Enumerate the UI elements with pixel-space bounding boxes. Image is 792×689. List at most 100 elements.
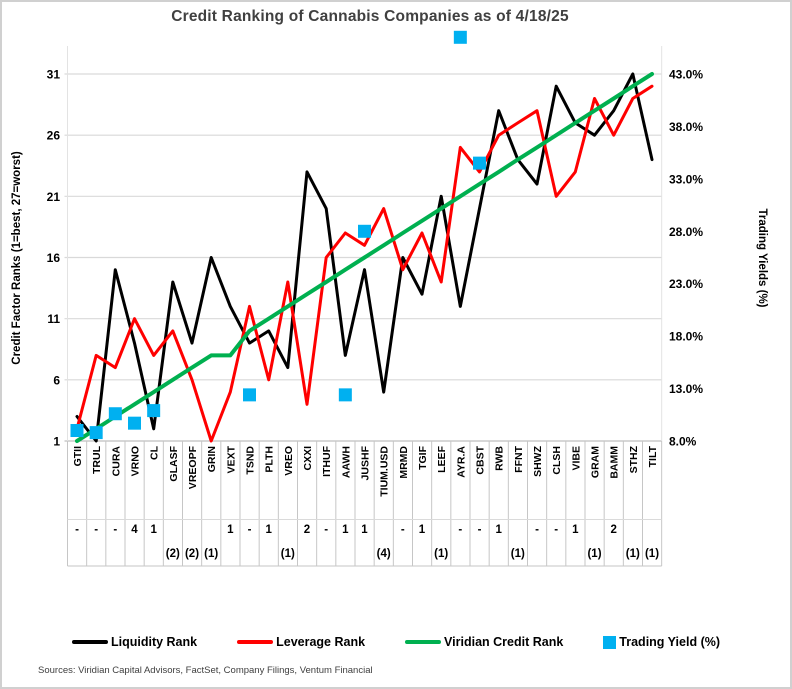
ticker-label: SHWZ	[532, 445, 544, 476]
left-axis-tick-label: 11	[47, 312, 60, 326]
leverage-rank-line	[75, 84, 654, 443]
right-axis-tick-label: 33.0%	[669, 172, 703, 186]
ticker-label: FFNT	[513, 445, 525, 472]
left-axis-tick-label: 26	[47, 129, 61, 143]
rank-change-value: 1	[342, 524, 349, 536]
ticker-label: GRIN	[206, 446, 218, 472]
legend-label: Leverage Rank	[276, 635, 366, 649]
yield-point	[89, 426, 103, 440]
ticker-label: PLTH	[264, 446, 276, 473]
ticker-label: RWB	[494, 446, 506, 471]
ticker-label: AAWH	[340, 446, 352, 478]
rank-change-value: 2	[610, 524, 616, 536]
yield-point	[70, 424, 84, 438]
rank-change-value: -	[113, 524, 117, 536]
ticker-label: LEEF	[436, 445, 448, 472]
left-axis-title: Credit Factor Ranks (1=best, 27=worst)	[11, 151, 23, 365]
rank-change-value: -	[554, 524, 558, 536]
ticker-label: CBST	[475, 445, 487, 474]
ticker-label: VIBE	[570, 446, 582, 471]
chart-canvas: 1611162126318.0%13.0%18.0%23.0%28.0%33.0…	[11, 30, 768, 567]
rank-change-value: 1	[419, 524, 426, 536]
ticker-label: VREO	[283, 446, 295, 476]
rank-change-value: -	[75, 524, 79, 536]
liquidity-rank-line	[75, 72, 654, 443]
ticker-label: CURA	[110, 446, 122, 477]
source-note: Sources: Viridian Capital Advisors, Fact…	[38, 665, 373, 676]
viridian-credit-rank-line	[75, 72, 654, 443]
ticker-label: VEXT	[225, 445, 237, 473]
rank-change-negative: (1)	[511, 548, 525, 560]
ticker-label: TSND	[245, 446, 257, 475]
legend-square-swatch	[603, 635, 617, 649]
yield-point	[338, 388, 352, 402]
yield-point	[147, 404, 161, 418]
ticker-label: CL	[149, 445, 161, 460]
left-axis-tick-label: 1	[53, 435, 60, 449]
rank-change-negative: (4)	[377, 548, 391, 560]
rank-change-negative: (1)	[434, 548, 448, 560]
legend: Liquidity Rank Leverage Rank Viridian Cred…	[2, 629, 790, 655]
right-axis-tick-label: 28.0%	[669, 225, 703, 239]
yield-point	[243, 388, 257, 402]
right-axis-tick-label: 23.0%	[669, 277, 703, 291]
ticker-label: GTII	[72, 446, 84, 466]
right-axis-tick-label: 43.0%	[669, 68, 703, 82]
ticker-label: TILT	[647, 445, 659, 467]
legend-label: Liquidity Rank	[110, 635, 198, 649]
legend-item-leverage-rank: Leverage Rank	[237, 635, 365, 649]
ticker-label: VREOPF	[187, 445, 199, 489]
legend-label: Trading Yield (%)	[619, 635, 721, 649]
rank-change-value: -	[94, 524, 98, 536]
ticker-label: ITHUF	[321, 445, 333, 476]
yield-point	[108, 407, 122, 421]
rank-change-value: 4	[131, 524, 138, 536]
ticker-label: TIUM.USD	[379, 446, 391, 497]
legend-label: Viridian Credit Rank	[444, 635, 564, 649]
right-axis-title: Trading Yields (%)	[756, 208, 768, 307]
rank-change-value: 1	[150, 524, 157, 536]
ticker-label: GLASF	[168, 445, 180, 481]
rank-change-negative: (1)	[204, 548, 218, 560]
left-axis-tick-label: 31	[47, 68, 61, 82]
right-axis-tick-label: 8.0%	[669, 435, 697, 449]
left-axis-tick-label: 16	[47, 251, 61, 265]
rank-change-value: 1	[361, 524, 368, 536]
rank-change-value: 1	[495, 524, 502, 536]
legend-line-swatch	[71, 640, 108, 644]
yield-point	[358, 224, 372, 238]
rank-change-negative: (2)	[185, 548, 199, 560]
legend-line-swatch	[237, 640, 274, 644]
rank-change-value: 1	[227, 524, 234, 536]
rank-change-value: -	[401, 524, 405, 536]
ticker-label: GRAM	[590, 446, 602, 478]
rank-change-negative: (1)	[587, 548, 601, 560]
ticker-label: MRMD	[398, 446, 410, 479]
yield-point	[453, 30, 467, 44]
rank-change-negative: (1)	[281, 548, 295, 560]
rank-change-value: 1	[572, 524, 579, 536]
ticker-label: TRUL	[91, 445, 103, 474]
legend-line-swatch	[405, 640, 442, 644]
rank-change-value: 1	[265, 524, 272, 536]
rank-change-value: -	[458, 524, 462, 536]
rank-change-value: -	[248, 524, 252, 536]
ticker-label: CXXI	[302, 446, 314, 471]
right-axis-tick-label: 13.0%	[669, 382, 703, 396]
ticker-label: BAMM	[609, 446, 621, 479]
rank-change-value: -	[535, 524, 539, 536]
legend-item-viridian-credit-rank: Viridian Credit Rank	[405, 635, 563, 649]
ticker-label: VRNO	[130, 446, 142, 476]
ticker-label: AYR.A	[455, 446, 467, 478]
right-axis-tick-label: 38.0%	[669, 120, 703, 134]
rank-change-negative: (1)	[626, 548, 640, 560]
rank-change-negative: (2)	[166, 548, 180, 560]
chart-title: Credit Ranking of Cannabis Companies as …	[171, 8, 569, 25]
ticker-label: CLSH	[551, 446, 563, 475]
rank-change-negative: (1)	[645, 548, 659, 560]
ticker-label: STHZ	[628, 445, 640, 473]
rank-change-value: 2	[304, 524, 310, 536]
ticker-label: TGIF	[417, 445, 429, 469]
rank-change-value: -	[324, 524, 328, 536]
